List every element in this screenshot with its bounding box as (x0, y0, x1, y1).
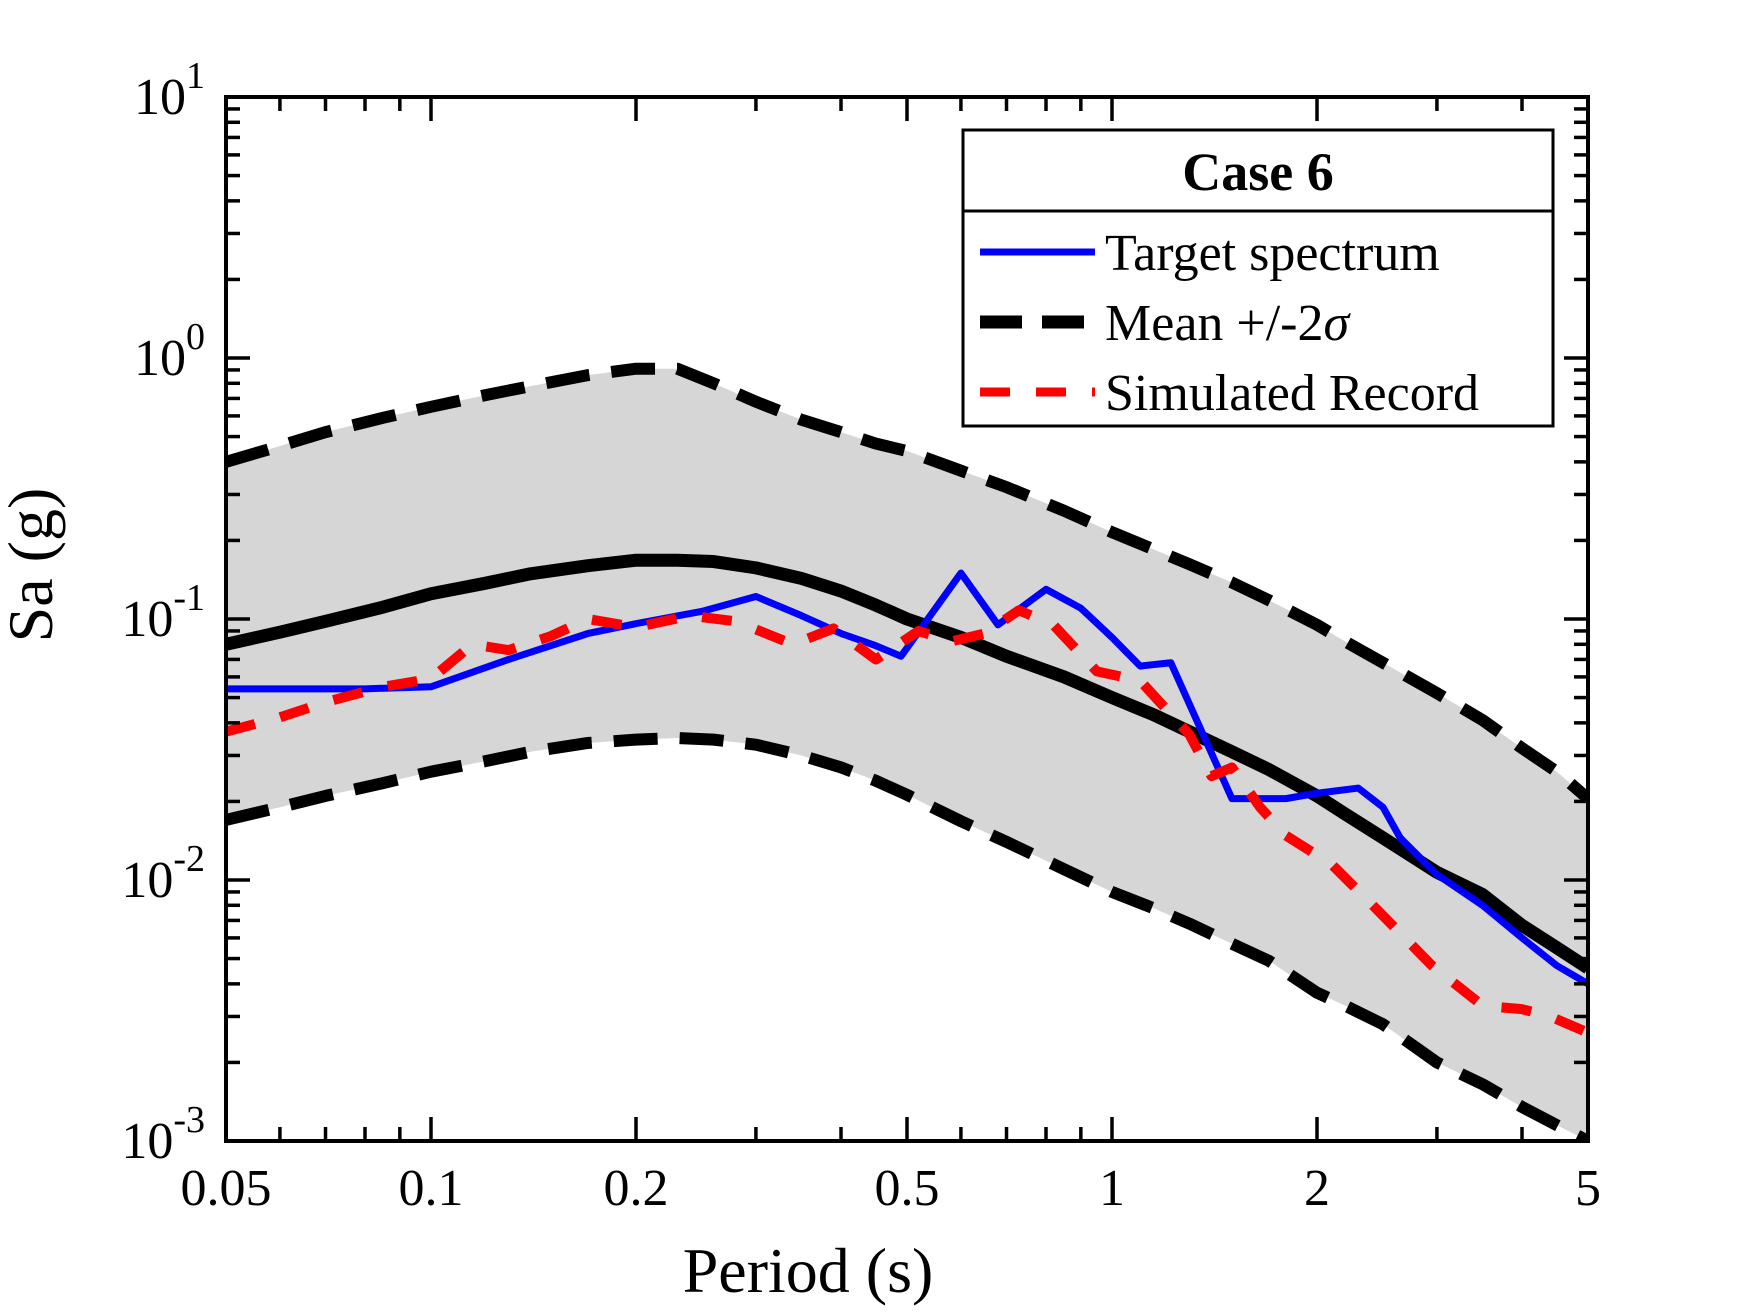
y-tick-label-base: 10 (134, 69, 186, 126)
x-tick-label: 0.1 (399, 1160, 464, 1217)
legend: Case 6 Target spectrum Mean +/-2σ Simula… (961, 128, 1555, 428)
y-tick-label-exponent: -1 (173, 577, 205, 619)
series-target-line (226, 569, 1588, 987)
legend-label-mean-band-text: Mean +/-2 (1105, 295, 1324, 352)
series-mean-line (226, 553, 1588, 974)
y-axis-label: Sa (g) (0, 488, 66, 643)
data-layer (226, 362, 1588, 1141)
y-tick-label-exponent: -2 (173, 838, 205, 880)
y-tick-label-exponent: -3 (173, 1099, 205, 1141)
y-tick-label: 10-3 (121, 1099, 205, 1170)
x-axis-label: Period (s) (683, 1235, 934, 1306)
series-band_upper-line (226, 362, 1588, 804)
x-tick-label: 0.2 (604, 1160, 669, 1217)
y-tick-label-base: 10 (134, 330, 186, 387)
legend-title: Case 6 (1182, 142, 1333, 202)
legend-label-simulated: Simulated Record (1105, 365, 1479, 422)
x-tick-label: 1 (1099, 1160, 1125, 1217)
y-tick-label-base: 10 (121, 852, 173, 909)
series-simulated-line (226, 605, 1588, 1038)
y-tick-label-base: 10 (121, 591, 173, 648)
y-tick-label: 100 (134, 316, 205, 387)
legend-label-target: Target spectrum (1105, 225, 1440, 282)
y-tick-label-exponent: 0 (186, 316, 205, 358)
legend-box (961, 128, 1555, 428)
x-tick-label: 5 (1575, 1160, 1601, 1217)
x-tick-labels: 0.05 0.1 0.2 0.5 1 2 5 (181, 1160, 1602, 1217)
y-tick-label-exponent: 1 (186, 55, 205, 97)
y-tick-label: 10-1 (121, 577, 205, 648)
y-tick-label-base: 10 (121, 1113, 173, 1170)
x-tick-label: 0.5 (875, 1160, 940, 1217)
axis-ticks (224, 95, 1590, 1143)
y-tick-label: 101 (134, 55, 205, 126)
legend-label-sigma-symbol: σ (1324, 295, 1352, 352)
y-tick-label: 10-2 (121, 838, 205, 909)
x-tick-label: 2 (1304, 1160, 1330, 1217)
series-band_lower-line (226, 731, 1588, 1141)
legend-label-mean-band: Mean +/-2σ (1105, 295, 1352, 352)
x-tick-label: 0.05 (181, 1160, 272, 1217)
